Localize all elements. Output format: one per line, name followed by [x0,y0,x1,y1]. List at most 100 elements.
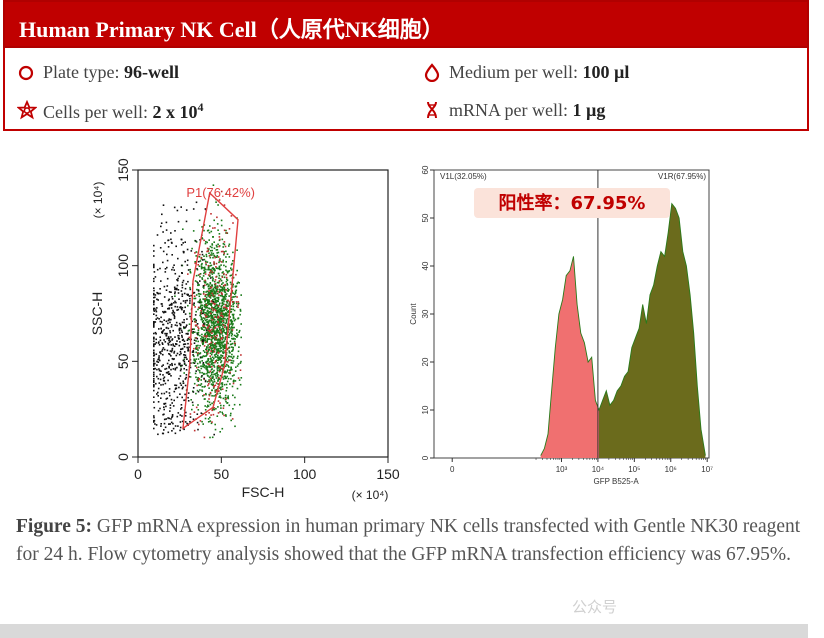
scatter-point [215,375,217,377]
scatter-point [221,427,224,430]
scatter-point [200,327,203,329]
scatter-point [233,319,236,322]
scatter-point [170,421,173,424]
scatter-point [183,358,186,361]
scatter-point [185,374,188,376]
scatter-point [215,348,218,351]
scatter-point [183,356,186,359]
scatter-point [168,353,170,355]
scatter-point [212,307,215,309]
scatter-point [189,413,192,415]
scatter-point [198,265,201,267]
scatter-point [213,347,215,349]
scatter-point [207,421,210,423]
scatter-point [208,231,211,234]
scatter-point [215,382,218,384]
scatter-point [188,323,191,325]
scatter-point [219,339,222,342]
scatter-point [206,400,209,403]
scatter-point [170,368,172,371]
scatter-point [160,384,162,386]
caption-figure-label: Figure 5: [16,516,93,537]
scatter-point [170,241,173,244]
scatter-point [202,275,205,277]
scatter-point [225,293,228,295]
scatter-point [220,219,223,222]
scatter-point [181,272,183,274]
scatter-point [233,326,235,329]
scatter-point [210,230,213,233]
scatter-point [215,293,217,295]
scatter-point [209,436,211,439]
scatter-point [216,285,219,287]
scatter-point [219,369,221,372]
scatter-point [154,276,157,278]
scatter-point [160,225,162,228]
scatter-point [183,319,185,321]
scatter-point [218,304,221,306]
scatter-point [204,284,206,286]
scatter-point [212,267,214,269]
scatter-point [208,275,211,277]
scatter-point [166,337,168,340]
scatter-point [179,421,182,423]
scatter-point [205,304,208,306]
scatter-point [194,324,197,327]
scatter-point [179,341,181,343]
scatter-point [218,396,221,398]
scatter-point [167,307,169,310]
scatter-point [201,360,203,362]
scatter-point [170,324,173,326]
scatter-point [211,351,213,354]
scatter-point [153,363,155,366]
scatter-point [213,325,216,328]
scatter-point [229,340,232,343]
scatter-point [153,292,155,295]
scatter-point [235,366,237,368]
scatter-point [171,339,173,341]
scatter-point [176,366,178,369]
x-axis-multiplier: (× 10⁴) [352,488,389,502]
scatter-point [159,373,161,376]
scatter-point [213,335,216,338]
scatter-point [153,415,155,417]
scatter-point [211,409,213,412]
scatter-point [168,318,170,320]
scatter-point [220,344,222,346]
scatter-point [215,249,218,251]
scatter-point [177,308,180,311]
scatter-point [230,269,233,271]
scatter-point [173,315,176,318]
scatter-point [155,318,157,320]
scatter-point [174,432,177,435]
scatter-point [183,399,185,402]
scatter-point [231,385,234,388]
scatter-point [232,260,234,262]
scatter-point [189,420,191,423]
scatter-point [207,418,210,420]
scatter-point [179,327,182,330]
scatter-point [228,346,231,349]
scatter-point [207,312,210,314]
scatter-point [183,327,185,330]
scatter-point [225,365,227,367]
scatter-point [220,317,222,319]
scatter-point [217,325,220,328]
y-tick-label: 20 [421,357,430,366]
scatter-point [212,277,214,280]
scatter-point [230,343,233,345]
scatter-point [232,317,235,320]
scatter-point [228,289,230,291]
scatter-point [184,343,187,345]
scatter-point [207,277,209,280]
scatter-point [174,336,176,338]
scatter-point [153,384,155,387]
scatter-point [216,252,218,254]
scatter-point [222,327,225,330]
scatter-point [224,351,226,354]
scatter-point [194,280,197,282]
scatter-point [214,360,217,362]
scatter-point [208,290,210,292]
scatter-point [201,308,203,310]
scatter-point [193,318,195,321]
